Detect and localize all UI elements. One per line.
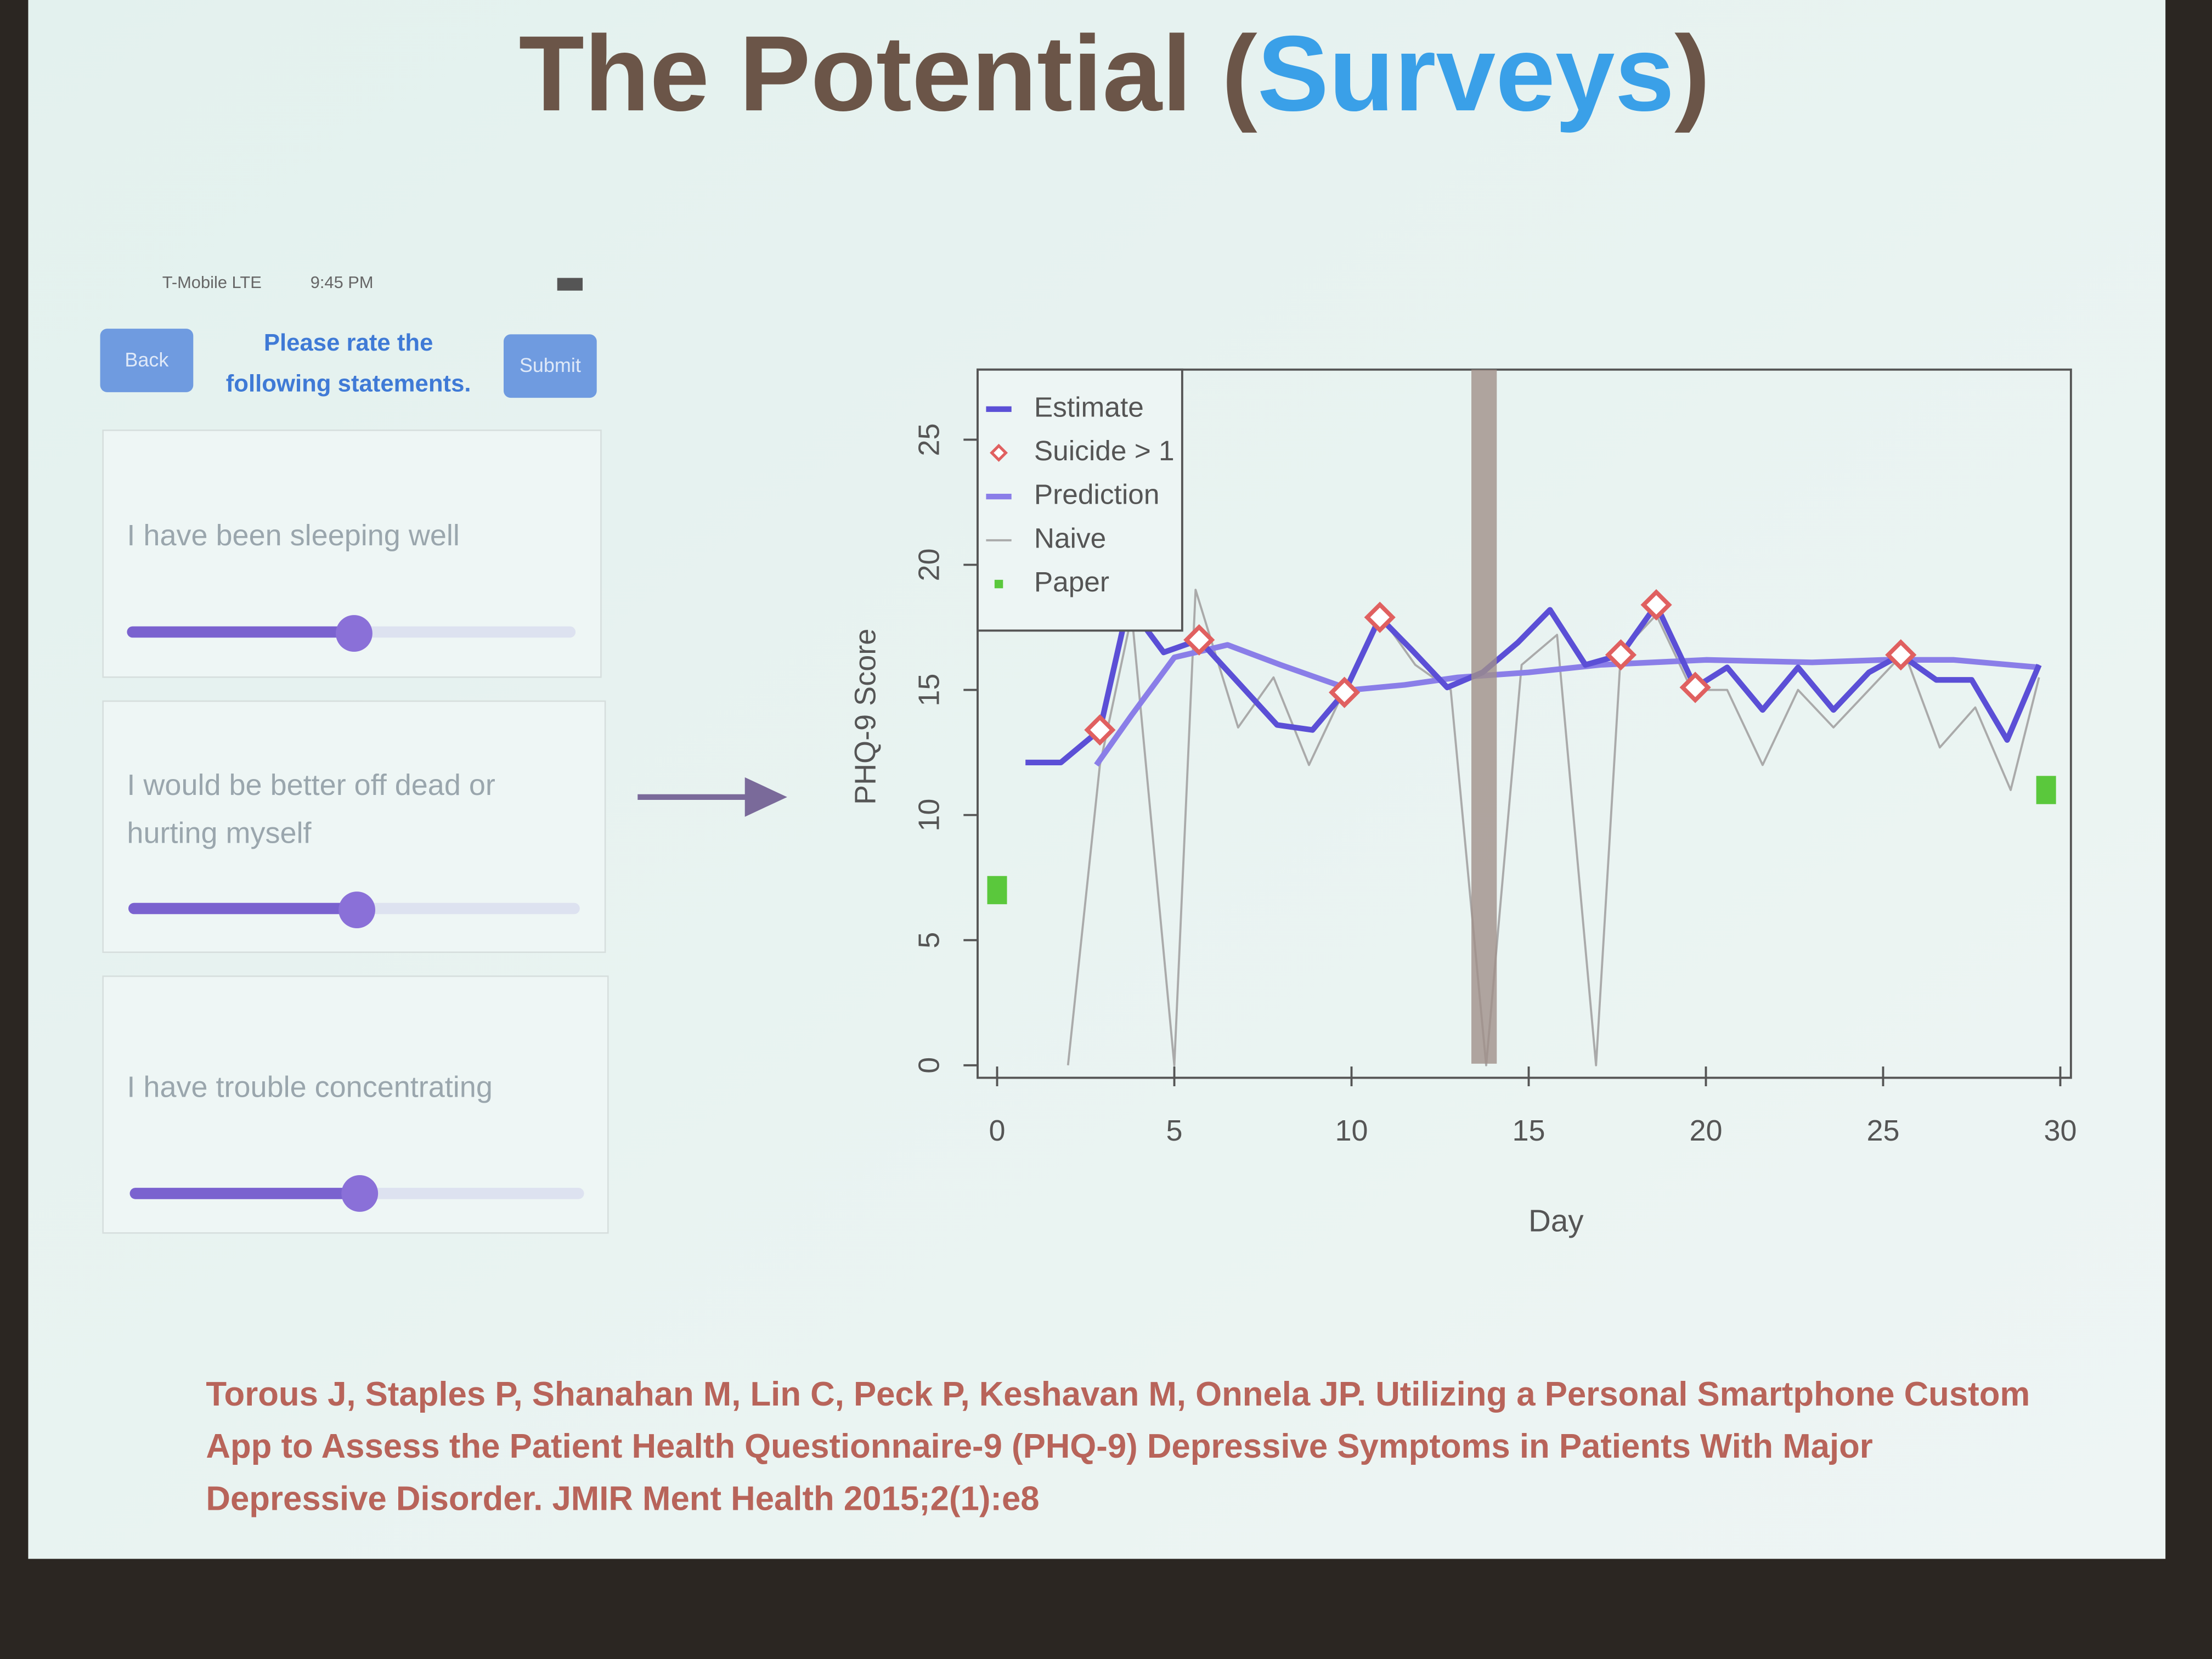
header-line: following statements. [226, 370, 471, 397]
citation-line: Depressive Disorder. JMIR Ment Health 20… [206, 1480, 1039, 1517]
legend-label: Naive [1034, 522, 1106, 554]
back-button[interactable] [100, 329, 194, 392]
plot-frame [977, 368, 2072, 1079]
slider-thumb[interactable] [336, 615, 373, 652]
header-line: Please rate the [264, 329, 433, 356]
series-line [1066, 589, 2040, 1066]
x-tick-label: 30 [2044, 1114, 2076, 1147]
point [2036, 776, 2056, 804]
plot: 0 5 10 15 20 25 30 0 5 10 15 20 25 [912, 423, 2076, 1147]
divider-bar [1471, 369, 1497, 1064]
point [1084, 714, 1116, 746]
legend-label: Estimate [1034, 391, 1144, 422]
item-text: I have been sleeping well [127, 519, 459, 552]
title-part: Surveys [1257, 14, 1674, 133]
submit-label: Submit [520, 354, 581, 376]
x-tick-label: 20 [1689, 1114, 1722, 1147]
point [1679, 672, 1711, 703]
y-tick-label: 20 [912, 548, 945, 581]
slider-fill [128, 902, 356, 915]
x-tick-label: 10 [1335, 1114, 1368, 1147]
title-part: ) [1674, 14, 1710, 133]
point [1885, 639, 1917, 671]
y-tick-label: 15 [912, 674, 945, 707]
series-line [1094, 642, 2040, 767]
point [1183, 624, 1215, 656]
x-axis-label: Day [1528, 1203, 1584, 1238]
survey-item: I have been sleeping well [102, 430, 602, 678]
slide-title: The Potential (Surveys) [519, 14, 1711, 133]
item-text: I have trouble concentrating [127, 1070, 492, 1103]
x-tick-label: 25 [1866, 1114, 1899, 1147]
y-tick-label: 10 [912, 799, 945, 832]
citation-line: Torous J, Staples P, Shanahan M, Lin C, … [206, 1375, 2030, 1413]
slider-fill [127, 626, 353, 638]
legend-box [977, 368, 1183, 632]
back-label: Back [125, 348, 169, 371]
y-tick-label: 25 [912, 423, 945, 456]
slider-thumb[interactable] [341, 1175, 379, 1212]
y-tick-label: 5 [912, 932, 945, 949]
title-part: The Potential ( [519, 14, 1257, 133]
x-tick-label: 5 [1166, 1114, 1182, 1147]
point [1328, 676, 1361, 708]
point [1605, 639, 1637, 671]
y-tick-label: 0 [912, 1057, 945, 1074]
legend-label: Paper [1034, 566, 1109, 597]
y-axis-label: PHQ-9 Score [849, 629, 882, 805]
legend: Estimate Suicide > 1 Prediction Naive Paper [986, 391, 1175, 597]
arrow [637, 777, 787, 817]
legend-swatch [994, 579, 1003, 589]
citation-line: App to Assess the Patient Health Questio… [206, 1427, 1872, 1465]
x-tick-label: 0 [989, 1114, 1006, 1147]
status-carrier: T-Mobile LTE [162, 273, 262, 292]
survey-item: I would be better off dead or hurting my… [102, 700, 606, 953]
legend-label: Suicide > 1 [1034, 435, 1175, 466]
legend-label: Prediction [1034, 478, 1160, 510]
submit-button[interactable] [504, 334, 597, 398]
point [1364, 601, 1396, 633]
battery [557, 278, 583, 291]
series-line [1025, 602, 2042, 765]
slider-thumb[interactable] [338, 891, 375, 928]
item-text: I would be better off dead or [127, 769, 495, 802]
slider-fill [129, 1188, 359, 1199]
legend-swatch [990, 443, 1008, 462]
point [1640, 589, 1672, 621]
survey-item: I have trouble concentrating [102, 975, 609, 1234]
point [987, 876, 1007, 905]
status-time: 9:45 PM [311, 273, 374, 292]
item-text: hurting myself [127, 817, 312, 850]
x-tick-label: 15 [1512, 1114, 1545, 1147]
